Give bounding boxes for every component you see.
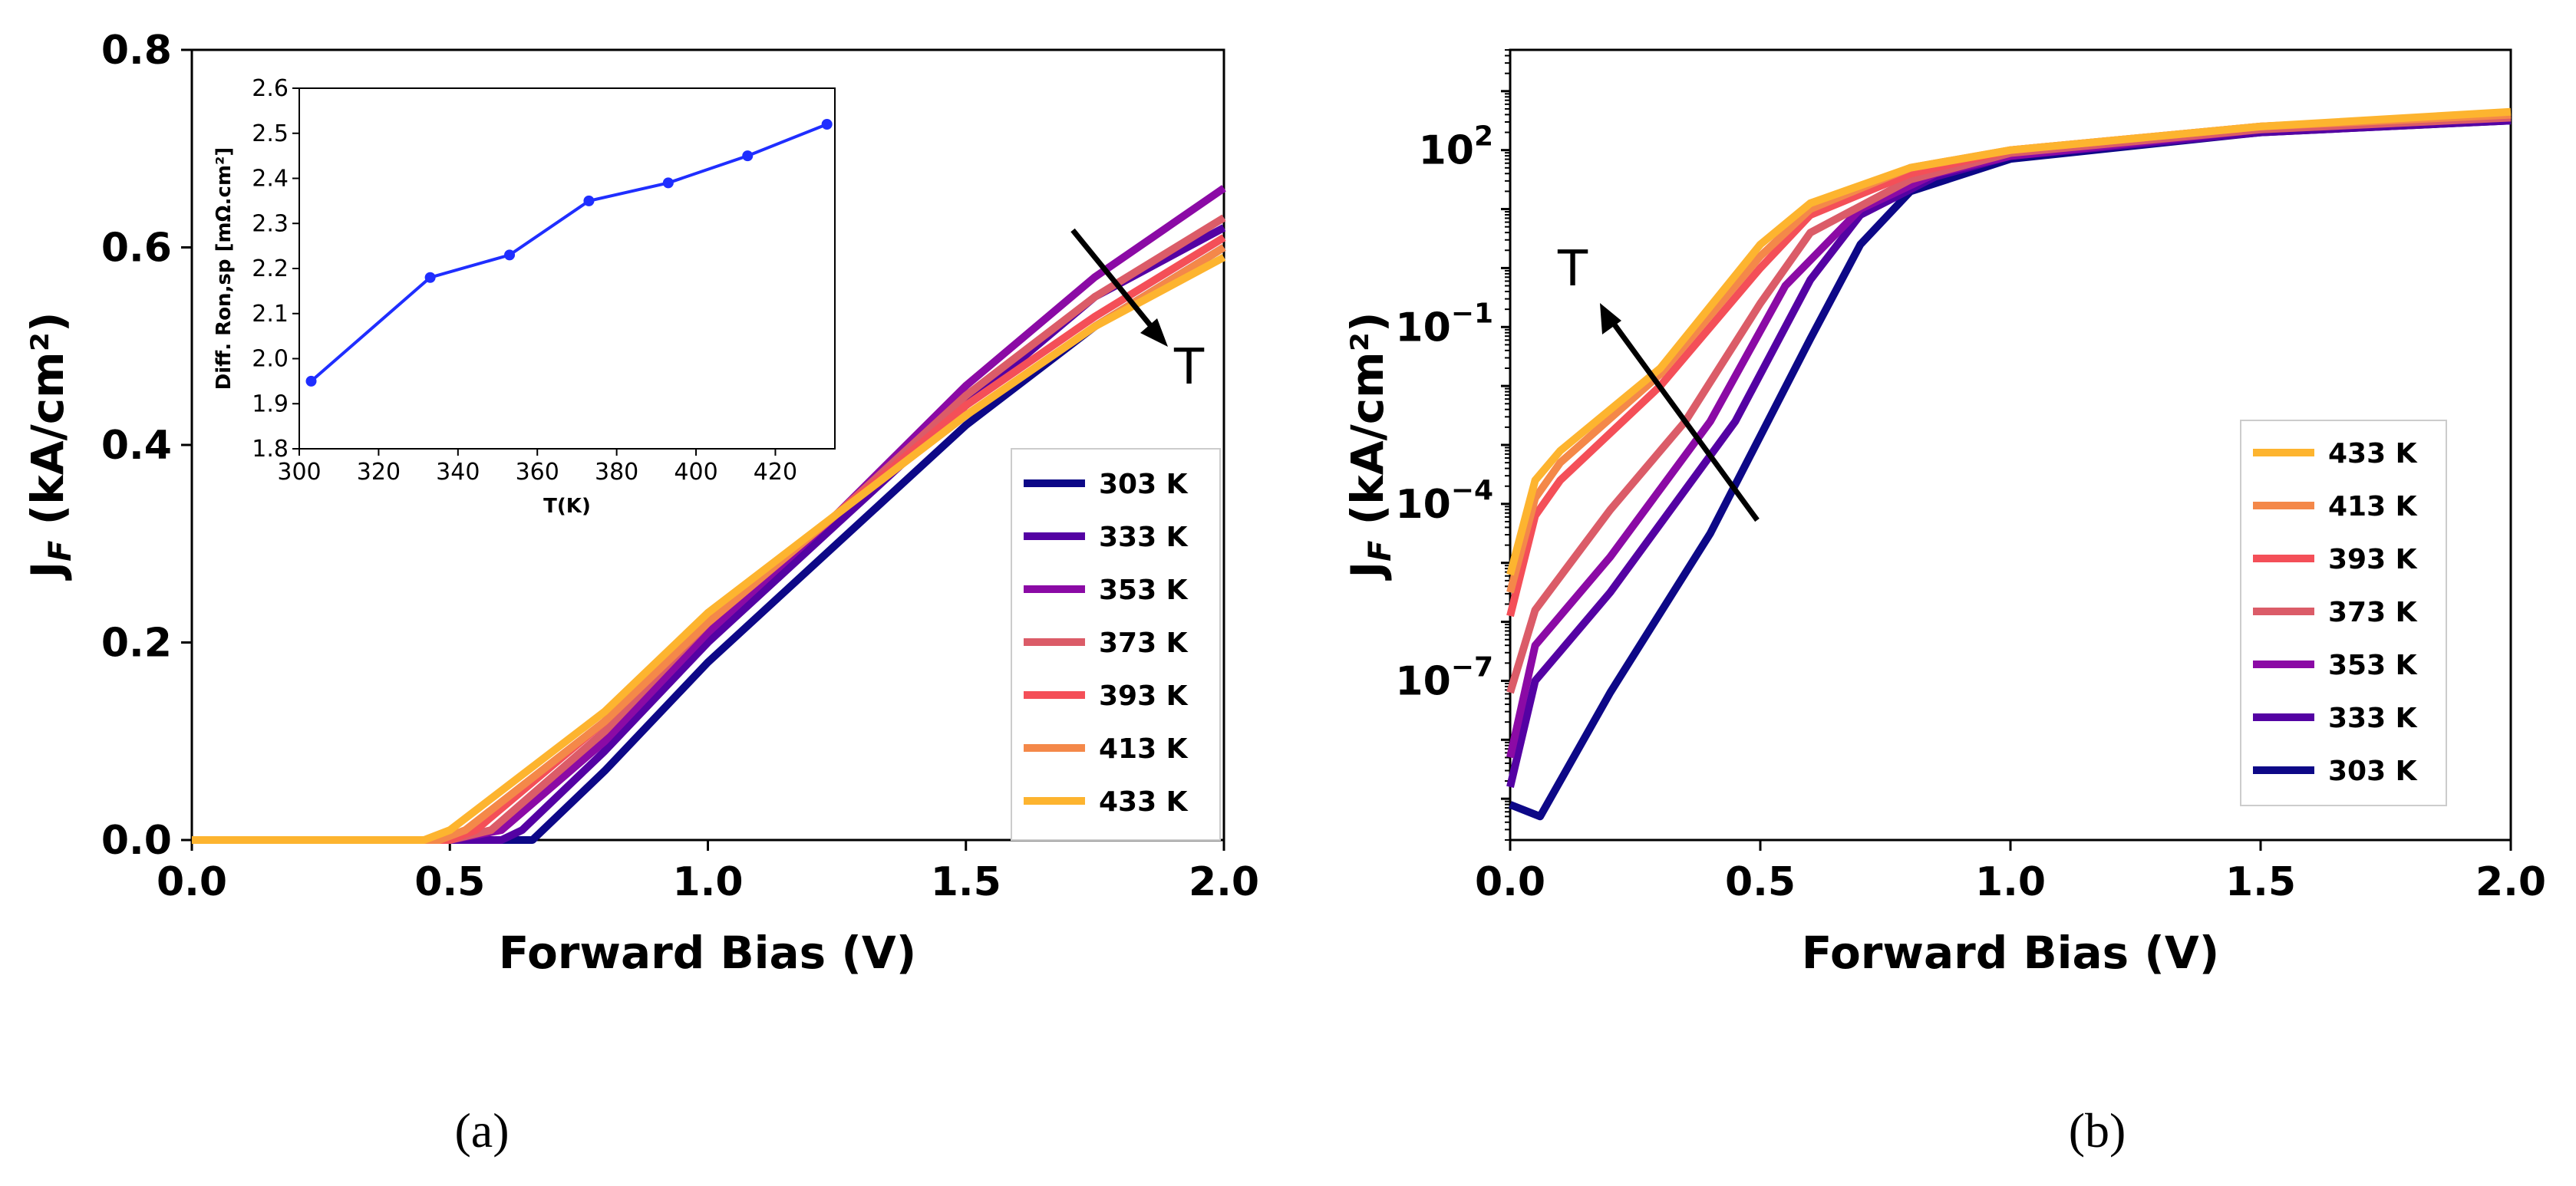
panel-a-inset-xlabel: T(K) (543, 495, 591, 518)
panel-b-xlabel: Forward Bias (V) (1802, 927, 2220, 979)
panel-a-legend: 303 K 333 K 353 K 373 K 393 K 413 K 433 K (1011, 448, 1221, 841)
inset-point (821, 119, 833, 130)
inset-point (662, 177, 674, 189)
panel-a-inset-series (305, 119, 833, 387)
a-xtick-label: 1.0 (672, 859, 743, 905)
b-legend-label: 393 K (2328, 544, 2418, 575)
inset-ytick-label: 2.1 (252, 301, 289, 328)
inset-point (742, 150, 754, 162)
inset-ytick-label: 2.0 (252, 346, 289, 373)
b-legend-label: 413 K (2328, 491, 2418, 522)
panel-b-series (1506, 107, 2512, 821)
a-xtick-label: 1.5 (931, 859, 1001, 905)
inset-xtick-label: 320 (357, 459, 401, 486)
b-legend-label: 353 K (2328, 650, 2418, 681)
inset-ytick-label: 1.8 (252, 436, 289, 463)
inset-ytick-label: 2.3 (252, 210, 289, 237)
inset-ytick-label: 2.5 (252, 120, 289, 147)
a-ytick-label: 0.2 (101, 621, 172, 667)
inset-xtick-label: 400 (674, 459, 717, 486)
panel-a-ylabel: JF (kA/cm²) (21, 312, 78, 581)
inset-xtick-label: 340 (436, 459, 480, 486)
b-xtick-label: 0.5 (1725, 859, 1796, 905)
a-xtick-label: 2.0 (1189, 859, 1259, 905)
a-xtick-label: 0.5 (414, 859, 485, 905)
panel-a-inset-ticks: 300 320 340 360 380 400 420 1.8 1.9 2.0 2.1 2.2 2.3 2… (252, 75, 797, 486)
b-legend-label: 303 K (2328, 756, 2418, 787)
inset-xtick-label: 360 (516, 459, 559, 486)
b-legend-label: 373 K (2328, 597, 2418, 628)
a-series-line-433K (192, 253, 1226, 844)
a-xtick-label: 0.0 (157, 859, 227, 905)
a-legend-label: 433 K (1099, 786, 1189, 818)
b-ytick-label: 10−4 (1395, 475, 1493, 528)
inset-ytick-label: 2.2 (252, 255, 289, 282)
a-legend-label: 333 K (1099, 522, 1189, 553)
a-legend-label: 303 K (1099, 469, 1189, 500)
panel-a-label: (a) (454, 1103, 509, 1158)
inset-ytick-label: 2.6 (252, 75, 289, 102)
panel-b-ticks: 0.0 0.5 1.0 1.5 2.0 102 10−1 10−4 10−7 (1395, 49, 2546, 905)
a-legend-label: 393 K (1099, 680, 1189, 712)
panel-a: 0.0 0.5 1.0 1.5 2.0 0.0 0.2 0.4 0.6 0.8 Forward B… (21, 28, 1259, 1158)
b-series-line-433K (1506, 107, 2512, 576)
b-xtick-label: 1.0 (1975, 859, 2046, 905)
inset-ytick-label: 2.4 (252, 166, 289, 193)
panel-a-series (192, 185, 1226, 844)
b-legend-label: 433 K (2328, 438, 2418, 469)
a-ytick-label: 0.0 (101, 818, 172, 864)
panel-b-legend: 433 K 413 K 393 K 373 K 353 K 333 K 303 K (2240, 420, 2447, 806)
panel-a-inset-background (244, 88, 835, 476)
inset-point (583, 195, 595, 206)
panel-a-arrow-head (1140, 318, 1168, 347)
panel-b-label: (b) (2069, 1103, 2126, 1158)
a-ytick-label: 0.6 (101, 226, 172, 272)
a-ytick-label: 0.4 (101, 423, 172, 469)
inset-point (305, 375, 317, 387)
panel-b: 0.0 0.5 1.0 1.5 2.0 102 10−1 10−4 10−7 Forward B… (1341, 48, 2546, 1158)
panel-a-inset: 300 320 340 360 380 400 420 1.8 1.9 2.0 2.1 2.2 2.3 2… (213, 75, 836, 518)
a-legend-label: 353 K (1099, 575, 1189, 606)
b-ytick-label: 10−7 (1395, 651, 1493, 704)
panel-b-ylabel: JF (kA/cm²) (1341, 312, 1398, 581)
inset-point (424, 272, 436, 283)
a-ytick-label: 0.8 (101, 28, 172, 74)
inset-xtick-label: 420 (754, 459, 797, 486)
b-ytick-label: 102 (1419, 121, 1493, 174)
b-xtick-label: 1.5 (2225, 859, 2296, 905)
panel-a-annotation-t: T (1173, 339, 1205, 396)
inset-xtick-label: 300 (277, 459, 321, 486)
b-ytick-label: 10−1 (1395, 298, 1493, 351)
inset-point (504, 249, 516, 261)
a-legend-label: 413 K (1099, 733, 1189, 765)
panel-a-xlabel: Forward Bias (V) (499, 927, 917, 979)
panel-b-annotation-t: T (1557, 241, 1588, 298)
inset-ytick-label: 1.9 (252, 390, 289, 417)
b-xtick-label: 0.0 (1475, 859, 1545, 905)
panel-b-arrow-shaft (1608, 316, 1760, 522)
panel-b-arrow-head (1600, 303, 1621, 334)
panel-a-inset-ylabel: Diff. Ron,sp [mΩ.cm²] (213, 147, 236, 390)
b-legend-label: 333 K (2328, 703, 2418, 734)
inset-xtick-label: 380 (595, 459, 638, 486)
panel-a-ticks: 0.0 0.5 1.0 1.5 2.0 0.0 0.2 0.4 0.6 0.8 (101, 28, 1259, 905)
a-legend-label: 373 K (1099, 628, 1189, 659)
panel-a-arrow-shaft (1070, 228, 1159, 336)
b-xtick-label: 2.0 (2475, 859, 2546, 905)
